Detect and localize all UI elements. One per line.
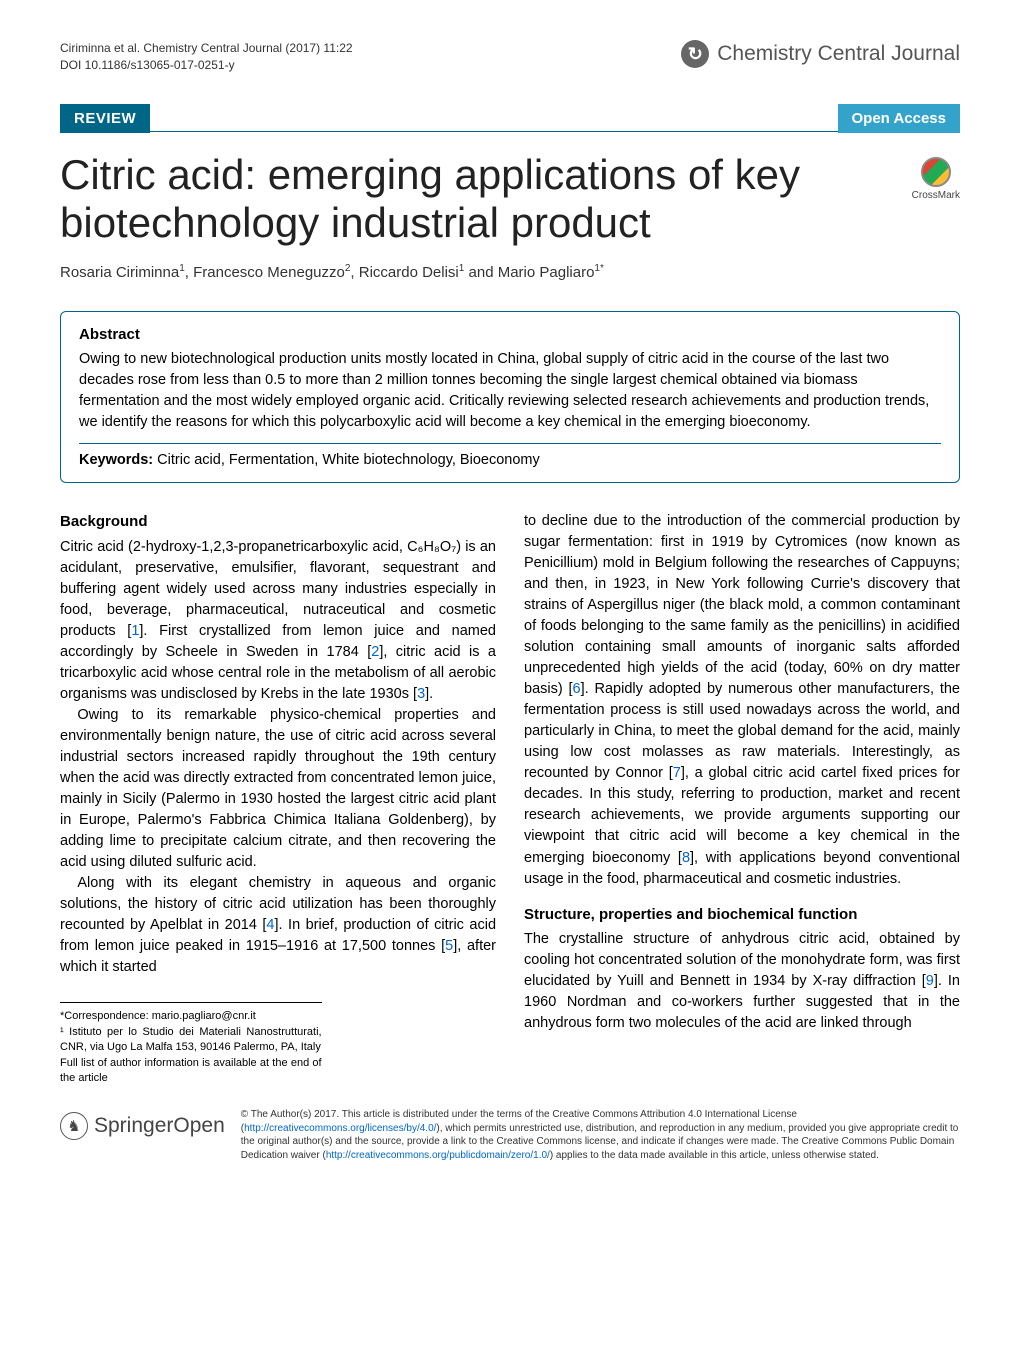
footnotes: *Correspondence: mario.pagliaro@cnr.it ¹… bbox=[60, 1002, 322, 1086]
crossmark-badge[interactable]: CrossMark bbox=[912, 157, 960, 201]
citation-ref[interactable]: 5 bbox=[445, 938, 453, 954]
affiliation-line: ¹ Istituto per lo Studio dei Materiali N… bbox=[60, 1025, 322, 1056]
springer-open-logo: ♞ SpringerOpen bbox=[60, 1108, 225, 1140]
journal-name: Chemistry Central Journal bbox=[717, 42, 960, 66]
license-link[interactable]: http://creativecommons.org/licenses/by/4… bbox=[244, 1123, 436, 1134]
springer-label: Springer bbox=[94, 1114, 173, 1137]
citation-ref[interactable]: 7 bbox=[673, 765, 681, 781]
keywords-label: Keywords: bbox=[79, 452, 153, 468]
citation-ref[interactable]: 4 bbox=[266, 917, 274, 933]
correspondence-line: *Correspondence: mario.pagliaro@cnr.it bbox=[60, 1009, 322, 1024]
abstract-divider bbox=[79, 443, 941, 444]
citation-ref[interactable]: 6 bbox=[573, 681, 581, 697]
body-paragraph: Along with its elegant chemistry in aque… bbox=[60, 873, 496, 978]
license-link[interactable]: http://creativecommons.org/publicdomain/… bbox=[326, 1150, 550, 1161]
author-list: Rosaria Ciriminna1, Francesco Meneguzzo2… bbox=[60, 263, 960, 281]
body-paragraph: to decline due to the introduction of th… bbox=[524, 511, 960, 889]
abstract-box: Abstract Owing to new biotechnological p… bbox=[60, 311, 960, 483]
journal-logo: ↻ Chemistry Central Journal bbox=[681, 40, 960, 68]
keywords-row: Keywords: Citric acid, Fermentation, Whi… bbox=[79, 452, 941, 468]
right-column: to decline due to the introduction of th… bbox=[524, 511, 960, 1086]
citation-line: Ciriminna et al. Chemistry Central Journ… bbox=[60, 40, 353, 57]
article-title: Citric acid: emerging applications of ke… bbox=[60, 151, 892, 248]
banner-divider bbox=[150, 104, 837, 132]
journal-icon: ↻ bbox=[681, 40, 709, 68]
review-badge: REVIEW bbox=[60, 104, 150, 133]
open-label: Open bbox=[173, 1114, 224, 1137]
left-column: Background Citric acid (2-hydroxy-1,2,3-… bbox=[60, 511, 496, 1086]
springer-horse-icon: ♞ bbox=[60, 1112, 88, 1140]
citation-ref[interactable]: 8 bbox=[682, 850, 690, 866]
citation-ref[interactable]: 3 bbox=[417, 686, 425, 702]
author-info-line: Full list of author information is avail… bbox=[60, 1056, 322, 1087]
abstract-text: Owing to new biotechnological production… bbox=[79, 349, 941, 433]
body-paragraph: Citric acid (2-hydroxy-1,2,3-propanetric… bbox=[60, 537, 496, 705]
page-header: Ciriminna et al. Chemistry Central Journ… bbox=[60, 40, 960, 74]
body-paragraph: Owing to its remarkable physico-chemical… bbox=[60, 705, 496, 873]
crossmark-label: CrossMark bbox=[912, 190, 960, 201]
body-paragraph: The crystalline structure of anhydrous c… bbox=[524, 929, 960, 1034]
page-footer: ♞ SpringerOpen © The Author(s) 2017. Thi… bbox=[60, 1108, 960, 1162]
keywords-text: Citric acid, Fermentation, White biotech… bbox=[157, 452, 540, 468]
article-type-banner: REVIEW Open Access bbox=[60, 104, 960, 133]
background-heading: Background bbox=[60, 511, 496, 533]
body-columns: Background Citric acid (2-hydroxy-1,2,3-… bbox=[60, 511, 960, 1086]
license-text: © The Author(s) 2017. This article is di… bbox=[241, 1108, 960, 1162]
citation-block: Ciriminna et al. Chemistry Central Journ… bbox=[60, 40, 353, 74]
doi-line: DOI 10.1186/s13065-017-0251-y bbox=[60, 57, 353, 74]
crossmark-icon bbox=[921, 157, 951, 187]
abstract-heading: Abstract bbox=[79, 326, 941, 343]
structure-heading: Structure, properties and biochemical fu… bbox=[524, 904, 960, 926]
citation-ref[interactable]: 9 bbox=[926, 973, 934, 989]
open-access-badge: Open Access bbox=[838, 104, 961, 133]
